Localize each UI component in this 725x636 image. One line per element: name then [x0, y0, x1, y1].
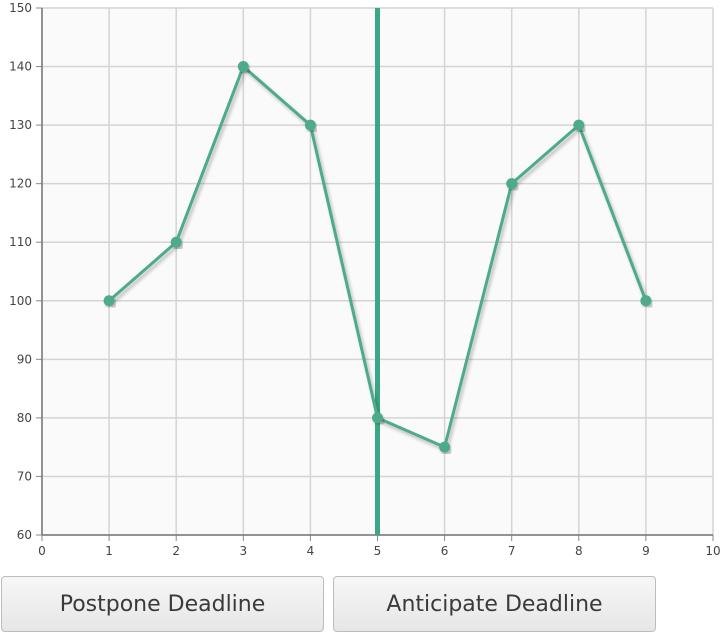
x-tick-label: 1: [105, 544, 113, 558]
y-tick-label: 150: [9, 1, 32, 15]
y-tick-label: 60: [17, 528, 32, 542]
series-group: [103, 61, 652, 453]
tick-labels: 0 1 2 3 4 5 6 7 8 9 10 60 70 80 90 100 110 120 130 140 150: [9, 1, 721, 558]
y-tick-label: 140: [9, 60, 32, 74]
y-tick-label: 70: [17, 469, 32, 483]
data-point: [573, 119, 585, 131]
x-tick-label: 10: [705, 544, 720, 558]
data-point: [372, 412, 383, 424]
data-point: [103, 295, 115, 307]
x-tick-label: 2: [172, 544, 180, 558]
y-tick-label: 90: [17, 352, 32, 366]
y-tick-label: 110: [9, 235, 32, 249]
data-point: [439, 441, 451, 453]
y-tick-label: 120: [9, 177, 32, 191]
data-point: [170, 236, 182, 248]
data-point: [304, 119, 316, 131]
y-tick-label: 130: [9, 118, 32, 132]
x-tick-label: 5: [374, 544, 382, 558]
data-point: [237, 61, 249, 73]
x-tick-label: 9: [642, 544, 650, 558]
line-chart: 0 1 2 3 4 5 6 7 8 9 10 60 70 80 90 100 110 120 130 140 150: [9, 1, 721, 558]
y-tick-label: 100: [9, 294, 32, 308]
x-tick-label: 0: [38, 544, 46, 558]
y-tick-label: 80: [17, 411, 32, 425]
x-tick-label: 6: [441, 544, 449, 558]
postpone-deadline-button[interactable]: Postpone Deadline: [1, 576, 324, 632]
x-tick-label: 7: [508, 544, 516, 558]
anticipate-deadline-button[interactable]: Anticipate Deadline: [333, 576, 656, 632]
data-point: [640, 295, 652, 307]
x-tick-label: 3: [239, 544, 247, 558]
x-tick-label: 8: [575, 544, 583, 558]
data-point: [506, 178, 518, 190]
x-tick-label: 4: [307, 544, 315, 558]
